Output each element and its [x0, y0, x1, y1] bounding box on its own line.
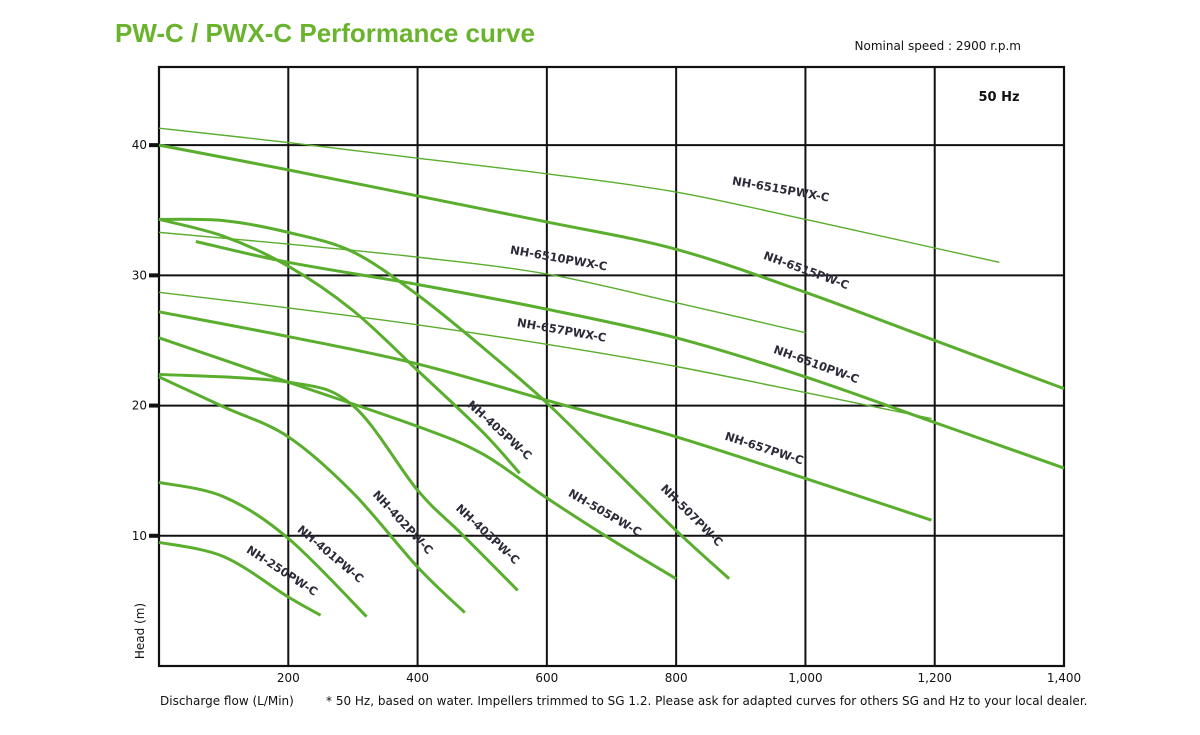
- x-tick-label: 400: [406, 671, 429, 685]
- x-tick-label: 800: [665, 671, 688, 685]
- curve-nh-6510pwx-c: [158, 231, 806, 334]
- x-tick-label: 1,200: [918, 671, 952, 685]
- curve-nh-507pw-c: [158, 217, 731, 580]
- curve-nh-6510pw-c: [195, 240, 1065, 470]
- series-label: NH-6510PWX-C: [509, 243, 608, 274]
- curve-nh-405pw-c: [158, 217, 521, 475]
- y-tick-label: 20: [132, 399, 147, 413]
- x-axis-label: Discharge flow (L/Min): [160, 694, 294, 708]
- x-tick-label: 200: [277, 671, 300, 685]
- y-tick-label: 30: [132, 268, 147, 282]
- y-tick-label: 10: [132, 529, 147, 543]
- y-tick-mark: [149, 273, 159, 278]
- curve-nh-250pw-c: [158, 540, 322, 617]
- y-tick-label: 40: [132, 138, 147, 152]
- curve-nh-402pw-c: [158, 375, 466, 614]
- curve-nh-657pwx-c: [158, 291, 932, 420]
- x-tick-label: 1,400: [1047, 671, 1081, 685]
- curve-nh-657pw-c: [158, 310, 932, 522]
- x-tick-label: 600: [535, 671, 558, 685]
- curve-nh-6515pwx-c: [158, 127, 1000, 264]
- x-tick-label: 1,000: [788, 671, 822, 685]
- frequency-label: 50 Hz: [978, 90, 1019, 105]
- curve-nh-401pw-c: [158, 480, 368, 618]
- nominal-speed: Nominal speed : 2900 r.p.m: [854, 39, 1022, 53]
- series-label: NH-657PW-C: [723, 429, 805, 468]
- plot-frame: [157, 65, 1066, 668]
- y-tick-mark: [149, 533, 159, 538]
- series-label: NH-6515PWX-C: [731, 174, 830, 205]
- series-label: NH-405PW-C: [465, 397, 535, 462]
- y-tick-mark: [149, 143, 159, 148]
- curve-nh-6515pw-c: [158, 143, 1065, 391]
- series-label: NH-505PW-C: [566, 486, 644, 539]
- y-tick-mark: [149, 403, 159, 408]
- series-label: NH-507PW-C: [658, 481, 726, 549]
- footnote: * 50 Hz, based on water. Impellers trimm…: [326, 694, 1088, 708]
- curve-nh-505pw-c: [158, 336, 677, 581]
- chart-title: PW-C / PWX-C Performance curve: [115, 18, 535, 48]
- series-label: NH-250PW-C: [244, 542, 320, 598]
- y-axis-label: Head (m): [133, 603, 147, 659]
- curve-nh-403pw-c: [158, 372, 519, 592]
